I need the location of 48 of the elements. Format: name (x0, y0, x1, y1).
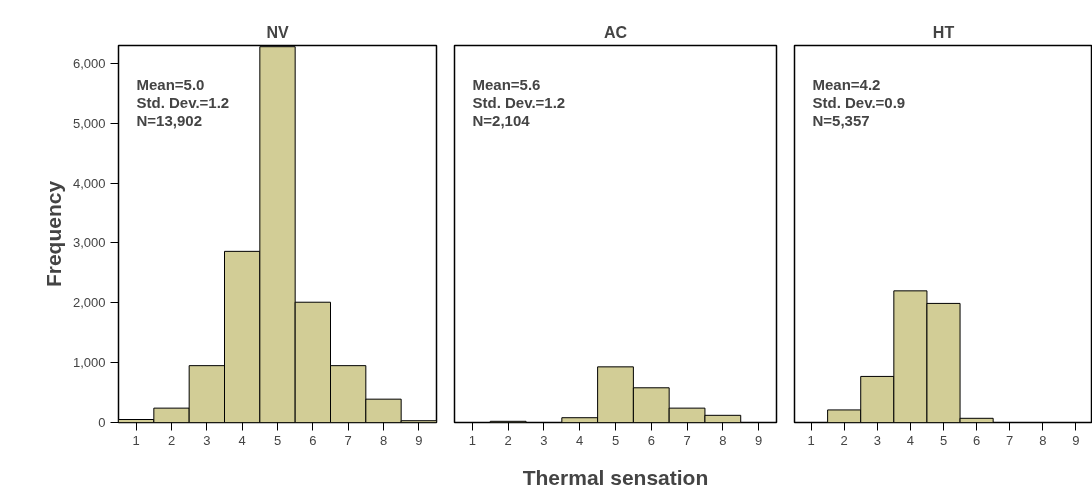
x-tick-label: 9 (1072, 432, 1080, 448)
y-tick-label: 2,000 (72, 295, 106, 311)
x-tick-label: 2 (840, 432, 848, 448)
annotation: Std. Dev.=1.2 (136, 93, 230, 111)
annotation: Mean=5.0 (136, 75, 205, 93)
annotation: Mean=4.2 (812, 75, 881, 93)
y-tick-label: 5,000 (72, 115, 106, 131)
x-tick-label: 4 (238, 432, 246, 448)
x-tick-label: 8 (719, 432, 727, 448)
y-tick-label: 3,000 (72, 235, 106, 251)
y-tick-label: 1,000 (72, 355, 106, 371)
x-tick-label: 6 (973, 432, 981, 448)
chart-title: NV (266, 23, 289, 41)
x-tick-label: 5 (273, 432, 282, 448)
x-tick-label: 9 (415, 432, 423, 448)
annotation: Std. Dev.=0.9 (812, 93, 906, 111)
x-tick-label: 5 (939, 432, 948, 448)
annotation: Std. Dev.=1.2 (472, 93, 566, 111)
x-tick-label: 6 (647, 432, 655, 448)
x-tick-label: 8 (379, 432, 388, 448)
x-tick-label: 7 (683, 432, 691, 448)
annotation: N=2,104 (472, 111, 531, 129)
x-tick-label: 1 (132, 432, 140, 448)
x-tick-label: 3 (540, 432, 548, 448)
x-tick-label: 6 (309, 432, 317, 448)
x-tick-label: 9 (755, 432, 763, 448)
chart-title: AC (603, 23, 628, 41)
x-axis-title: Thermal sensation (522, 465, 709, 489)
y-tick-label: 4,000 (72, 175, 106, 191)
x-tick-label: 2 (504, 432, 512, 448)
annotation: Mean=5.6 (472, 75, 541, 93)
x-tick-label: 2 (167, 432, 176, 448)
y-tick-label: 0 (98, 415, 106, 430)
y-axis-title: Frequency (41, 180, 65, 288)
x-tick-label: 1 (468, 432, 477, 448)
x-tick-label: 1 (807, 432, 815, 448)
x-tick-label: 4 (906, 432, 915, 448)
chart-title: HT (932, 23, 955, 41)
x-tick-label: 8 (1039, 432, 1047, 448)
y-tick-label: 6,000 (72, 55, 106, 71)
x-tick-label: 5 (611, 432, 620, 448)
annotation: N=13,902 (136, 111, 202, 129)
x-tick-label: 3 (873, 432, 881, 448)
x-tick-label: 3 (203, 432, 211, 448)
x-tick-label: 4 (576, 432, 584, 448)
annotation: N=5,357 (812, 111, 870, 129)
x-tick-label: 7 (1006, 432, 1014, 448)
x-tick-label: 7 (344, 432, 352, 448)
